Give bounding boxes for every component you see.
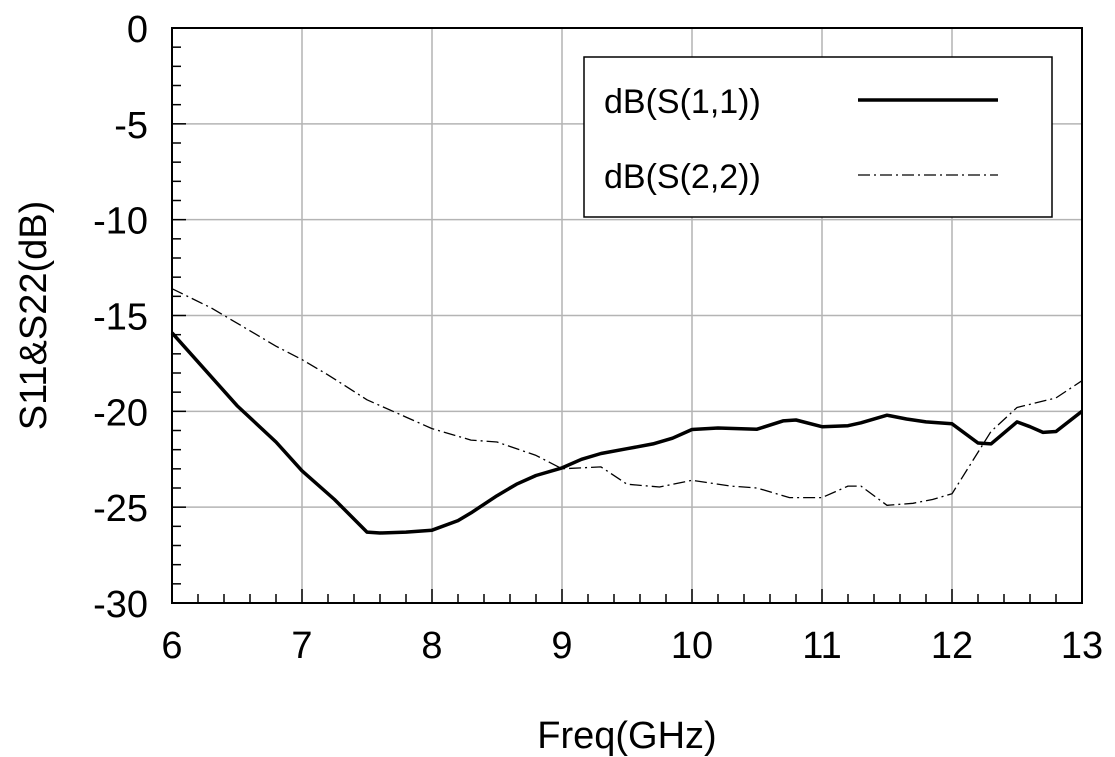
y-axis-title: S11&S22(dB) bbox=[13, 201, 55, 431]
series-line-s11 bbox=[170, 331, 1084, 535]
x-axis-tick-labels: 6 7 8 9 10 11 12 13 bbox=[161, 625, 1103, 667]
x-tick-label: 7 bbox=[291, 625, 312, 667]
legend-label-s11: dB(S(1,1)) bbox=[604, 83, 761, 121]
x-tick-label: 8 bbox=[421, 625, 442, 667]
legend: dB(S(1,1)) dB(S(2,2)) bbox=[583, 56, 1053, 218]
x-tick-label: 12 bbox=[931, 625, 973, 667]
y-tick-label: 0 bbox=[127, 9, 148, 51]
x-tick-label: 11 bbox=[802, 625, 841, 667]
legend-box bbox=[583, 56, 1053, 218]
x-tick-label: 13 bbox=[1061, 625, 1103, 667]
y-tick-label: -20 bbox=[93, 392, 148, 434]
series-lines bbox=[170, 288, 1084, 535]
y-tick-label: -25 bbox=[93, 488, 148, 530]
plot-area-frame bbox=[171, 27, 1083, 604]
x-tick-label: 9 bbox=[551, 625, 572, 667]
y-tick-label: -30 bbox=[93, 584, 148, 626]
legend-label-s22: dB(S(2,2)) bbox=[604, 158, 761, 196]
y-tick-label: -15 bbox=[93, 297, 148, 339]
series-line-s22 bbox=[171, 288, 1083, 506]
y-tick-label: -5 bbox=[114, 105, 148, 147]
y-tick-label: -10 bbox=[93, 201, 148, 243]
x-tick-label: 10 bbox=[671, 625, 713, 667]
y-axis-tick-labels: 0 -5 -10 -15 -20 -25 -30 bbox=[93, 9, 148, 626]
x-axis-title: Freq(GHz) bbox=[537, 715, 716, 757]
x-tick-label: 6 bbox=[161, 625, 182, 667]
